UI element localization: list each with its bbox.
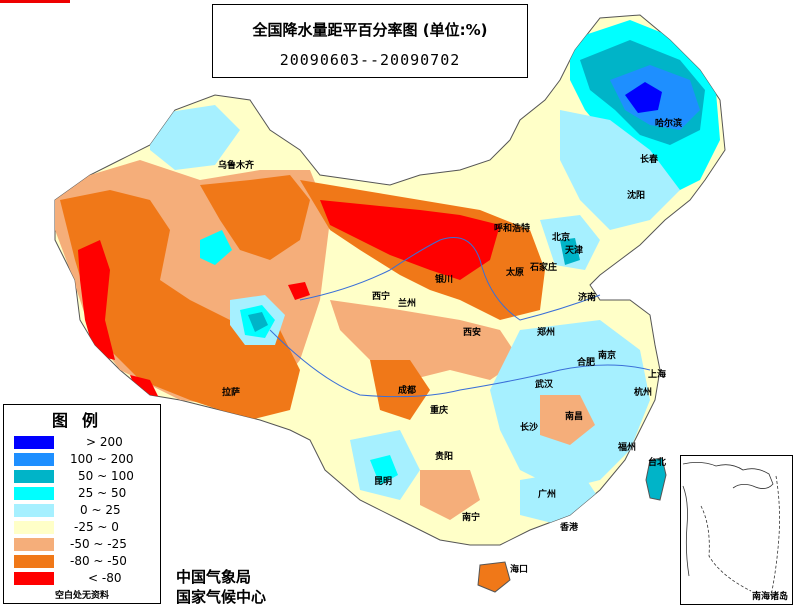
- city-label-zhengzhou: 郑州: [537, 328, 556, 338]
- region-jiangxi-light-orange: [540, 395, 595, 445]
- legend-label: -25 ~ 0: [74, 520, 119, 534]
- region-southwest-light-orange: [420, 470, 480, 520]
- city-label-shenyang: 沈阳: [627, 191, 646, 201]
- city-label-chengdu: 成都: [398, 386, 417, 396]
- legend-item: -50 ~ -25: [10, 537, 158, 554]
- region-west-red: [78, 240, 115, 360]
- city-label-harbin: 哈尔滨: [655, 119, 683, 129]
- map-title: 全国降水量距平百分率图 (单位:%): [252, 21, 488, 39]
- legend-label: -80 ~ -50: [70, 554, 127, 568]
- legend-label: < -80: [88, 571, 122, 585]
- yellow-river: [299, 237, 601, 321]
- city-label-taipei: 台北: [648, 458, 667, 468]
- city-label-lhasa: 拉萨: [222, 388, 241, 398]
- city-label-hohhot: 呼和浩特: [494, 224, 531, 234]
- region-qinghai-teal: [248, 312, 268, 332]
- city-label-jinan: 济南: [578, 293, 597, 303]
- city-label-guiyang: 贵阳: [435, 452, 454, 462]
- city-label-fuzhou: 福州: [618, 443, 637, 453]
- agency-cma: 中国气象局: [176, 568, 252, 586]
- hainan-island: [477, 561, 511, 593]
- city-label-taiyuan: 太原: [506, 268, 525, 278]
- city-label-changsha: 长沙: [520, 423, 539, 433]
- south-china-sea-inset: 南海诸岛: [680, 455, 793, 605]
- legend-swatch: [14, 555, 54, 568]
- legend-item: -80 ~ -50: [10, 554, 158, 571]
- region-tianshan-cyan: [200, 230, 232, 265]
- no-data-note: 空白处无资料: [54, 591, 109, 601]
- legend-swatch: [14, 538, 54, 551]
- taiwan-island: [645, 457, 667, 501]
- city-label-lanzhou: 兰州: [398, 299, 417, 309]
- legend-item: < -80: [10, 571, 158, 588]
- city-label-nanjing: 南京: [598, 351, 617, 361]
- legend-label: -50 ~ -25: [70, 537, 127, 551]
- legend-title: 图例: [51, 411, 112, 430]
- legend-swatch: [14, 487, 54, 500]
- city-label-haikou: 海口: [510, 565, 529, 575]
- city-label-hangzhou: 杭州: [634, 388, 653, 398]
- region-tianjin-teal: [560, 238, 580, 265]
- region-north-red: [320, 200, 500, 280]
- city-label-nanchang: 南昌: [565, 412, 584, 422]
- city-label-shijiazhuang: 石家庄: [530, 263, 558, 273]
- legend-label: 50 ~ 100: [78, 469, 134, 483]
- legend-item: -25 ~ 0: [10, 520, 158, 537]
- title-box: 全国降水量距平百分率图 (单位:%) 20090603--20090702: [212, 4, 528, 78]
- agency-ncc: 国家气候中心: [176, 588, 267, 606]
- city-label-beijing: 北京: [552, 233, 571, 243]
- legend-item: 0 ~ 25: [10, 503, 158, 520]
- legend-label: 25 ~ 50: [78, 486, 127, 500]
- legend-swatch: [14, 504, 54, 517]
- city-label-yinchuan: 银川: [435, 275, 454, 285]
- city-label-urumqi: 乌鲁木齐: [218, 161, 255, 171]
- legend-swatch: [14, 572, 54, 585]
- inset-coastline: [682, 462, 780, 597]
- legend: 图例 > 200 100 ~ 200 50 ~ 100 25 ~ 50 0 ~ …: [3, 404, 161, 604]
- city-label-chongqing: 重庆: [430, 406, 449, 416]
- legend-swatch: [14, 470, 54, 483]
- city-label-hefei: 合肥: [577, 358, 596, 368]
- top-red-marker: [0, 0, 70, 3]
- date-range: 20090603--20090702: [279, 51, 461, 69]
- legend-label: > 200: [86, 435, 123, 449]
- region-northeast-light-blue: [560, 110, 680, 230]
- city-label-wuhan: 武汉: [535, 380, 554, 390]
- region-west-orange: [60, 190, 300, 420]
- legend-item: 100 ~ 200: [10, 452, 158, 469]
- legend-item: > 200: [10, 435, 158, 452]
- city-label-nanning: 南宁: [462, 513, 481, 523]
- legend-item: 50 ~ 100: [10, 469, 158, 486]
- region-north-xinjiang-orange: [200, 175, 310, 260]
- legend-label: 100 ~ 200: [70, 452, 134, 466]
- inset-label: 南海诸岛: [751, 592, 788, 602]
- yangtze-river: [269, 329, 651, 398]
- legend-item: 25 ~ 50: [10, 486, 158, 503]
- city-label-guangzhou: 广州: [538, 490, 557, 500]
- city-label-hongkong: 香港: [560, 523, 579, 533]
- legend-swatch: [14, 453, 54, 466]
- region-qinghai-red: [288, 282, 310, 300]
- city-label-xian: 西安: [463, 328, 482, 338]
- legend-label: 0 ~ 25: [80, 503, 121, 517]
- region-sichuan-orange: [370, 360, 430, 420]
- city-label-xining: 西宁: [372, 292, 391, 302]
- city-label-changchun: 长春: [640, 155, 659, 165]
- city-label-shanghai: 上海: [648, 370, 667, 380]
- region-xinjiang-light-blue: [150, 105, 240, 170]
- region-yunnan-cyan: [370, 455, 398, 485]
- city-label-tianjin: 天津: [565, 246, 584, 256]
- legend-swatch: [14, 521, 54, 534]
- city-label-kunming: 昆明: [374, 477, 393, 487]
- region-northeast-deep-blue: [625, 82, 662, 113]
- legend-swatch: [14, 436, 54, 449]
